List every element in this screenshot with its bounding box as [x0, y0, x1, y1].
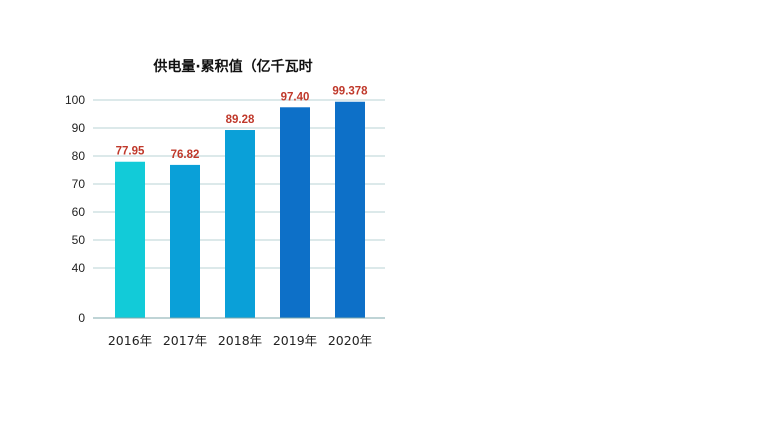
y-tick-label: 100 — [65, 93, 85, 107]
data-label: 76.82 — [171, 149, 200, 161]
x-category-label: 2020年 — [328, 333, 372, 348]
bar-2017年 — [170, 164, 200, 318]
data-label: 89.28 — [226, 114, 255, 126]
bars — [115, 101, 365, 318]
x-category-label: 2017年 — [163, 333, 207, 348]
bar-2019年 — [280, 107, 310, 318]
data-labels: 77.95 76.82 89.28 97.40 99.378 — [116, 86, 369, 161]
data-label: 97.40 — [281, 91, 310, 103]
bar-2020年 — [335, 101, 365, 318]
x-category-label: 2016年 — [108, 333, 152, 348]
data-label: 99.378 — [332, 86, 368, 98]
y-axis-ticks: 0 40 50 60 70 80 90 100 — [65, 93, 85, 325]
x-category-label: 2018年 — [218, 333, 262, 348]
bar-2016年 — [115, 161, 145, 318]
x-axis-categories: 2016年 2017年 2018年 2019年 2020年 — [108, 333, 372, 348]
y-tick-label: 0 — [78, 311, 85, 325]
y-tick-label: 70 — [72, 177, 86, 191]
data-label: 77.95 — [116, 146, 145, 158]
y-tick-label: 60 — [72, 205, 86, 219]
bar-2018年 — [225, 130, 255, 318]
y-tick-label: 40 — [72, 261, 86, 275]
chart-title: 供电量·累积值（亿千瓦时 — [152, 58, 312, 75]
y-tick-label: 80 — [72, 149, 86, 163]
y-tick-label: 90 — [72, 121, 86, 135]
y-tick-label: 50 — [72, 233, 86, 247]
x-category-label: 2019年 — [273, 333, 317, 348]
